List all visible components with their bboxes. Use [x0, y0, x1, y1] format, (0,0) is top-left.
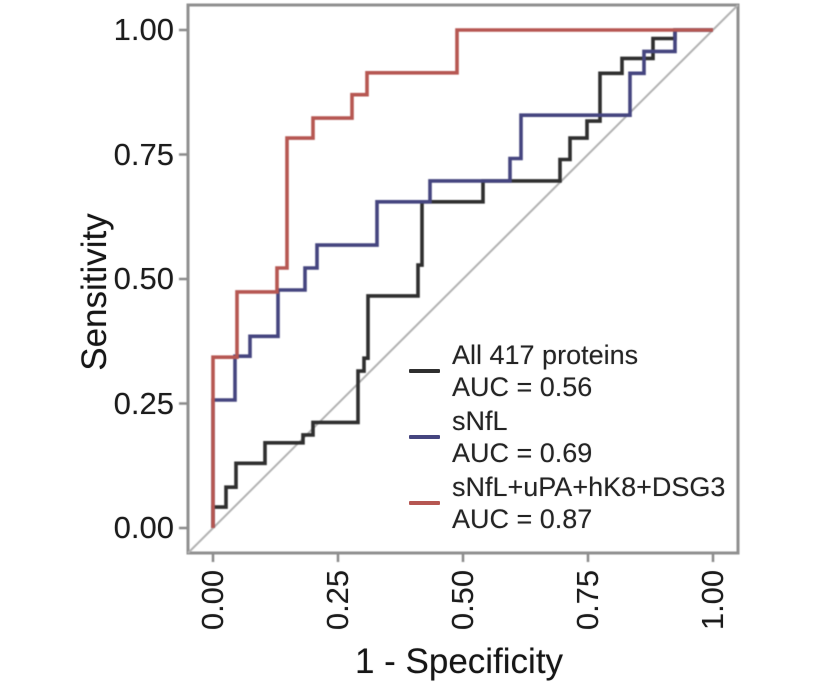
legend-series-name: All 417 proteins: [452, 340, 639, 370]
legend-key-line-2: [409, 435, 440, 439]
y-tick-label-0.25: 0.25: [113, 385, 174, 421]
legend-text-3: sNfL+uPA+hK8+DSG3 AUC = 0.87: [452, 471, 725, 535]
x-tick-label-0.50: 0.50: [445, 569, 480, 631]
diagonal-reference-line: [187, 4, 739, 554]
legend-auc-value: AUC = 0.69: [452, 438, 593, 468]
legend-auc-value: AUC = 0.87: [452, 504, 593, 534]
x-tick-label-0.75: 0.75: [570, 569, 605, 631]
legend-auc-value: AUC = 0.56: [452, 372, 593, 402]
y-tick-label-0.50: 0.50: [113, 261, 174, 296]
x-axis-title: 1 - Specificity: [354, 642, 564, 681]
legend-text-1: All 417 proteins AUC = 0.56: [452, 339, 638, 403]
x-tick-label-1.00: 1.00: [695, 569, 730, 631]
legend-entry-2: sNfL AUC = 0.69: [409, 405, 725, 469]
legend-text-2: sNfL AUC = 0.69: [452, 405, 592, 469]
x-tick-label-0.25: 0.25: [320, 569, 355, 631]
legend: All 417 proteins AUC = 0.56 sNfL AUC = 0.69…: [409, 339, 725, 535]
roc-curve-2: [211, 28, 713, 528]
legend-series-name: sNfL+uPA+hK8+DSG3: [452, 472, 726, 502]
roc-curve-1: [211, 28, 713, 528]
legend-key-line-1: [409, 369, 440, 373]
y-tick-label-0.00: 0.00: [113, 510, 174, 545]
legend-series-name: sNfL: [452, 406, 508, 436]
legend-entry-3: sNfL+uPA+hK8+DSG3 AUC = 0.87: [409, 471, 725, 535]
panel-border: [186, 3, 740, 555]
y-tick-label-0.75: 0.75: [113, 136, 174, 172]
y-tick-label-1.00: 1.00: [113, 12, 174, 47]
x-tick-label-0.00: 0.00: [195, 569, 230, 631]
roc-curve-3: [211, 28, 713, 528]
legend-key-line-3: [409, 501, 440, 505]
legend-entry-1: All 417 proteins AUC = 0.56: [409, 339, 725, 403]
